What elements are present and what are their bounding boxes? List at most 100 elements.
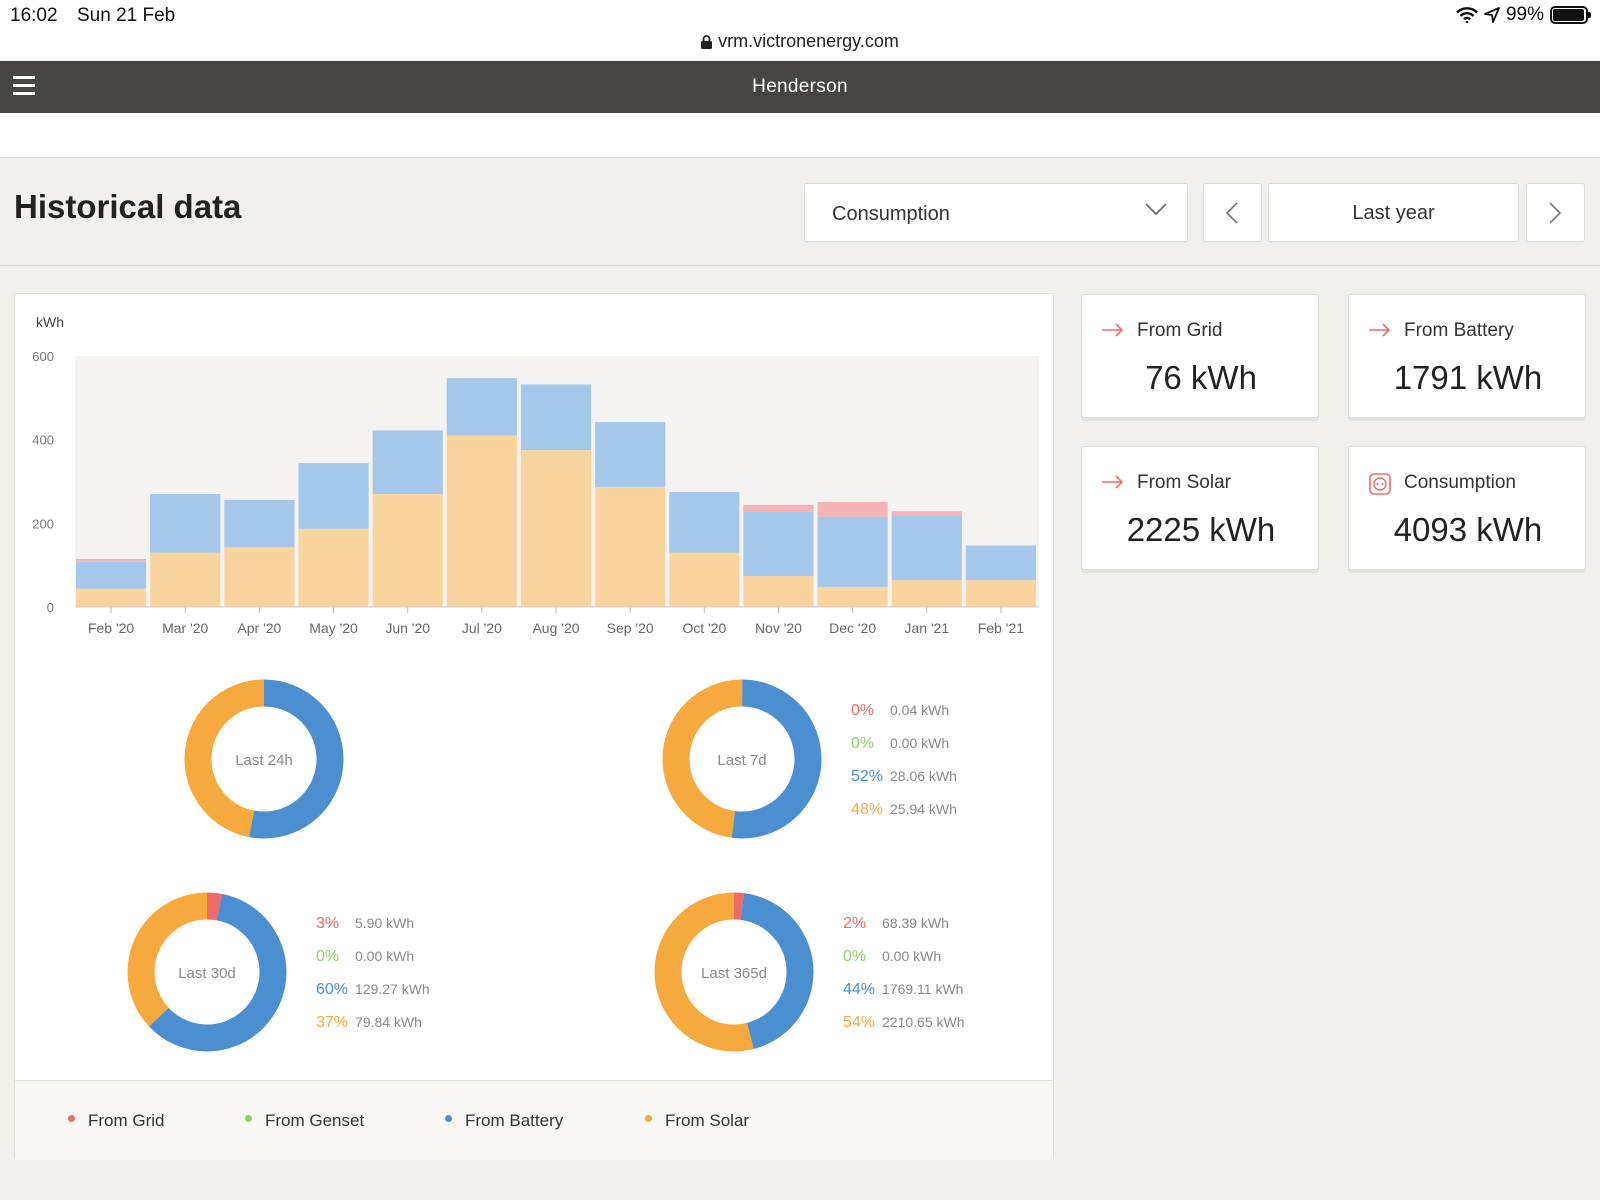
data-type-value: Consumption (832, 203, 950, 225)
bar-segment-from-grid (743, 504, 814, 512)
stat-value: 2225 kWh (1126, 511, 1276, 548)
x-tick-label: Oct '20 (682, 620, 726, 636)
legend-label: From Genset (265, 1111, 365, 1130)
bar-segment-from-solar (298, 528, 369, 607)
bar-segment-from-battery (743, 511, 814, 577)
arrow-right-icon (1369, 323, 1391, 337)
donut-row-pct: 52% (851, 768, 883, 785)
wifi-icon (1456, 7, 1478, 23)
app-header: Henderson (0, 61, 1600, 113)
donut-row-value: 129.27 kWh (355, 981, 430, 997)
donut-center-label: Last 30d (178, 965, 236, 982)
x-tick-label: Feb '20 (88, 620, 134, 636)
bar-segment-from-solar (224, 547, 295, 607)
y-tick-label: 400 (32, 433, 54, 448)
stat-label: From Solar (1137, 472, 1231, 493)
legend-dot-solar (645, 1115, 652, 1123)
bar-segment-from-battery (150, 494, 221, 553)
legend-item-battery[interactable]: From Battery (445, 1111, 563, 1131)
stat-label: Consumption (1404, 472, 1516, 493)
y-tick-label: 0 (47, 600, 54, 615)
donut-row-value: 0.00 kWh (890, 735, 949, 751)
legend-item-solar[interactable]: From Solar (645, 1111, 749, 1131)
bar-segment-from-solar (150, 552, 221, 607)
donut-row-pct: 0% (843, 948, 866, 965)
donut-row-pct: 48% (851, 801, 883, 818)
donut-row-value: 68.39 kWh (882, 915, 949, 931)
stat-card-from-solar: From Solar 2225 kWh (1081, 446, 1319, 570)
donut-center-label: Last 24h (235, 752, 293, 769)
y-axis-label: kWh (36, 314, 64, 330)
donut-row-pct: 0% (851, 702, 874, 719)
range-select[interactable]: Last year (1268, 183, 1519, 242)
donut-row-value: 0.04 kWh (890, 702, 949, 718)
bar-segment-from-solar (446, 435, 517, 607)
donut-segment-solar (662, 679, 822, 839)
previous-period-button[interactable] (1203, 183, 1262, 242)
donut-row-pct: 54% (843, 1014, 875, 1031)
bar-segment-from-solar (743, 576, 814, 607)
status-bar: 16:02 Sun 21 Feb vrm.victronenergy.com 9… (0, 0, 1600, 60)
x-tick-label: Dec '20 (829, 620, 876, 636)
bar-segment-from-solar (520, 450, 592, 607)
donut-row-value: 79.84 kWh (355, 1014, 422, 1030)
stat-value: 76 kWh (1145, 359, 1257, 396)
legend-dot-grid (68, 1115, 75, 1123)
installation-title: Henderson (752, 76, 848, 97)
legend-item-genset[interactable]: From Genset (245, 1111, 364, 1131)
donut-row-pct: 44% (843, 981, 875, 998)
bar-segment-from-battery (817, 516, 888, 587)
bar-segment-from-battery (298, 463, 369, 529)
socket-icon (1369, 473, 1391, 495)
next-period-button[interactable] (1526, 183, 1585, 242)
lock-icon (701, 35, 713, 50)
donut-row-value: 28.06 kWh (890, 768, 957, 784)
legend-label: From Solar (665, 1111, 750, 1130)
y-tick-label: 200 (32, 516, 54, 531)
bar-segment-from-solar (76, 588, 147, 607)
bar-segment-from-solar (595, 486, 666, 607)
address-bar[interactable]: vrm.victronenergy.com (0, 31, 1600, 52)
bar-segment-from-battery (965, 545, 1036, 581)
bar-segment-from-battery (669, 491, 740, 553)
bar-segment-from-battery (891, 515, 962, 581)
consumption-chart: kWh 0 200 400 600 Feb '20 Mar '20 Apr '20 May '2… (32, 314, 1039, 1052)
header-divider (0, 265, 1600, 266)
bar-segment-from-solar (817, 586, 888, 607)
donut-row-pct: 2% (843, 915, 866, 932)
sub-header (0, 113, 1600, 158)
donut-segment-battery (127, 892, 287, 1052)
stat-card-from-battery: From Battery 1791 kWh (1348, 294, 1586, 418)
bar-segment-from-grid (891, 511, 962, 516)
donut-row-value: 25.94 kWh (890, 801, 957, 817)
hamburger-menu-icon[interactable] (13, 76, 35, 96)
location-icon (1484, 7, 1500, 23)
legend-dot-genset (245, 1115, 252, 1123)
x-tick-label: Apr '20 (237, 620, 281, 636)
bar-segment-from-battery (224, 499, 295, 548)
y-tick-label: 600 (32, 349, 54, 364)
bar-segment-from-battery (595, 422, 666, 487)
bar-segment-from-battery (372, 430, 443, 495)
data-type-select[interactable]: Consumption (804, 183, 1188, 242)
x-tick-label: Nov '20 (755, 620, 802, 636)
battery-icon (1550, 6, 1591, 24)
donut-row-value: 5.90 kWh (355, 915, 414, 931)
arrow-right-icon (1102, 323, 1124, 337)
donut-row-value: 0.00 kWh (355, 948, 414, 964)
stat-value: 1791 kWh (1393, 359, 1543, 396)
x-tick-label: Jan '21 (904, 620, 949, 636)
legend-label: From Grid (88, 1111, 165, 1130)
x-tick-label: Jul '20 (462, 620, 502, 636)
donut-segment-solar (127, 892, 287, 1052)
chart-legend: From Grid From Genset From Battery From … (15, 1080, 1053, 1160)
donut-row-pct: 37% (316, 1014, 348, 1031)
donut-segment-battery (654, 892, 814, 1052)
stat-card-consumption: Consumption 4093 kWh (1348, 446, 1586, 570)
donut-segment-solar (654, 892, 814, 1052)
donut-center-label: Last 365d (701, 965, 767, 982)
donut-segment-battery (662, 679, 822, 839)
legend-item-grid[interactable]: From Grid (68, 1111, 165, 1131)
battery-percent: 99% (1505, 4, 1544, 25)
status-right: 99% (1456, 4, 1591, 26)
